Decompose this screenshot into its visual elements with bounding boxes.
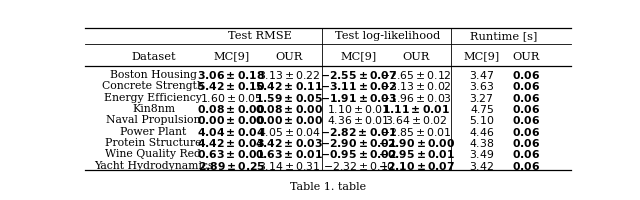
Text: Wine Quality Red: Wine Quality Red xyxy=(106,149,202,158)
Text: $\mathbf{-2.10 \pm 0.07}$: $\mathbf{-2.10 \pm 0.07}$ xyxy=(378,159,455,171)
Text: $\mathbf{3.06 \pm 0.18}$: $\mathbf{3.06 \pm 0.18}$ xyxy=(197,69,266,81)
Text: MC[9]: MC[9] xyxy=(340,51,377,61)
Text: $3.27$: $3.27$ xyxy=(469,91,494,103)
Text: Protein Structure: Protein Structure xyxy=(105,137,202,147)
Text: $4.36 \pm 0.01$: $4.36 \pm 0.01$ xyxy=(328,114,390,126)
Text: Power Plant: Power Plant xyxy=(120,126,186,136)
Text: $\mathbf{-2.55 \pm 0.07}$: $\mathbf{-2.55 \pm 0.07}$ xyxy=(320,69,397,81)
Text: $\mathbf{-0.95 \pm 0.01}$: $\mathbf{-0.95 \pm 0.01}$ xyxy=(378,148,455,159)
Text: $3.63$: $3.63$ xyxy=(469,80,495,92)
Text: Table 1. table: Table 1. table xyxy=(290,181,366,191)
Text: OUR: OUR xyxy=(276,51,303,61)
Text: $3.13 \pm 0.22$: $3.13 \pm 0.22$ xyxy=(259,69,321,81)
Text: Test log-likelihood: Test log-likelihood xyxy=(335,31,440,41)
Text: Yacht Hydrodynamics: Yacht Hydrodynamics xyxy=(93,160,213,170)
Text: $4.46$: $4.46$ xyxy=(469,125,495,137)
Text: $\mathbf{0.06}$: $\mathbf{0.06}$ xyxy=(512,148,541,159)
Text: $\mathbf{0.00 \pm 0.00}$: $\mathbf{0.00 \pm 0.00}$ xyxy=(255,114,324,126)
Text: $4.38$: $4.38$ xyxy=(469,136,495,148)
Text: $\mathbf{-2.90 \pm 0.01}$: $\mathbf{-2.90 \pm 0.01}$ xyxy=(320,136,397,148)
Text: $-3.13 \pm 0.02$: $-3.13 \pm 0.02$ xyxy=(380,80,452,92)
Text: $\mathbf{4.42 \pm 0.03}$: $\mathbf{4.42 \pm 0.03}$ xyxy=(197,136,266,148)
Text: $\mathbf{4.42 \pm 0.03}$: $\mathbf{4.42 \pm 0.03}$ xyxy=(255,136,323,148)
Text: $3.42$: $3.42$ xyxy=(469,159,494,171)
Text: $\mathbf{-1.91 \pm 0.03}$: $\mathbf{-1.91 \pm 0.03}$ xyxy=(320,91,397,103)
Text: Runtime [s]: Runtime [s] xyxy=(470,31,538,41)
Text: $-2.65 \pm 0.12$: $-2.65 \pm 0.12$ xyxy=(380,69,452,81)
Text: Test RMSE: Test RMSE xyxy=(228,31,292,41)
Text: Concrete Strength: Concrete Strength xyxy=(102,81,204,91)
Text: $1.10 \pm 0.01$: $1.10 \pm 0.01$ xyxy=(328,103,390,115)
Text: $-1.96 \pm 0.03$: $-1.96 \pm 0.03$ xyxy=(380,91,452,103)
Text: $\mathbf{0.06}$: $\mathbf{0.06}$ xyxy=(512,69,541,81)
Text: $\mathbf{4.04 \pm 0.04}$: $\mathbf{4.04 \pm 0.04}$ xyxy=(197,125,266,137)
Text: $\mathbf{0.06}$: $\mathbf{0.06}$ xyxy=(512,114,541,126)
Text: $\mathbf{0.63 \pm 0.01}$: $\mathbf{0.63 \pm 0.01}$ xyxy=(197,148,266,159)
Text: Dataset: Dataset xyxy=(131,51,176,61)
Text: $\mathbf{1.11 \pm 0.01}$: $\mathbf{1.11 \pm 0.01}$ xyxy=(382,103,451,115)
Text: $\mathbf{1.59 \pm 0.05}$: $\mathbf{1.59 \pm 0.05}$ xyxy=(255,91,323,103)
Text: Boston Housing: Boston Housing xyxy=(110,70,197,80)
Text: $\mathbf{5.42 \pm 0.10}$: $\mathbf{5.42 \pm 0.10}$ xyxy=(197,80,266,92)
Text: $\mathbf{0.08 \pm 0.00}$: $\mathbf{0.08 \pm 0.00}$ xyxy=(197,103,266,115)
Text: $\mathbf{0.06}$: $\mathbf{0.06}$ xyxy=(512,125,541,137)
Text: $3.14 \pm 0.31$: $3.14 \pm 0.31$ xyxy=(258,159,321,171)
Text: $\mathbf{0.06}$: $\mathbf{0.06}$ xyxy=(512,159,541,171)
Text: $\mathbf{5.42 \pm 0.11}$: $\mathbf{5.42 \pm 0.11}$ xyxy=(255,80,323,92)
Text: $4.05 \pm 0.04$: $4.05 \pm 0.04$ xyxy=(258,125,321,137)
Text: $\mathbf{-2.82 \pm 0.01}$: $\mathbf{-2.82 \pm 0.01}$ xyxy=(320,125,397,137)
Text: $\mathbf{0.06}$: $\mathbf{0.06}$ xyxy=(512,103,541,115)
Text: Kin8nm: Kin8nm xyxy=(132,104,175,114)
Text: MC[9]: MC[9] xyxy=(213,51,250,61)
Text: $\mathbf{0.06}$: $\mathbf{0.06}$ xyxy=(512,136,541,148)
Text: $\mathbf{2.89 \pm 0.25}$: $\mathbf{2.89 \pm 0.25}$ xyxy=(198,159,265,171)
Text: $3.47$: $3.47$ xyxy=(469,69,495,81)
Text: $\mathbf{0.06}$: $\mathbf{0.06}$ xyxy=(512,80,541,92)
Text: $\mathbf{0.00 \pm 0.00}$: $\mathbf{0.00 \pm 0.00}$ xyxy=(197,114,266,126)
Text: MC[9]: MC[9] xyxy=(463,51,500,61)
Text: $-2.85 \pm 0.01$: $-2.85 \pm 0.01$ xyxy=(380,125,452,137)
Text: $3.49$: $3.49$ xyxy=(469,148,495,159)
Text: $\mathbf{0.63 \pm 0.01}$: $\mathbf{0.63 \pm 0.01}$ xyxy=(255,148,323,159)
Text: $4.75$: $4.75$ xyxy=(470,103,494,115)
Text: $5.10$: $5.10$ xyxy=(469,114,495,126)
Text: $\mathbf{-0.95 \pm 0.02}$: $\mathbf{-0.95 \pm 0.02}$ xyxy=(320,148,397,159)
Text: OUR: OUR xyxy=(403,51,430,61)
Text: OUR: OUR xyxy=(513,51,540,61)
Text: $\mathbf{0.08 \pm 0.00}$: $\mathbf{0.08 \pm 0.00}$ xyxy=(255,103,324,115)
Text: Naval Propulsion: Naval Propulsion xyxy=(106,115,201,125)
Text: $\mathbf{0.06}$: $\mathbf{0.06}$ xyxy=(512,91,541,103)
Text: $\mathbf{-3.11 \pm 0.02}$: $\mathbf{-3.11 \pm 0.02}$ xyxy=(320,80,397,92)
Text: $3.64 \pm 0.02$: $3.64 \pm 0.02$ xyxy=(385,114,447,126)
Text: $\mathbf{-2.90 \pm 0.00}$: $\mathbf{-2.90 \pm 0.00}$ xyxy=(378,136,455,148)
Text: $-2.32 \pm 0.10$: $-2.32 \pm 0.10$ xyxy=(323,159,395,171)
Text: Energy Efficiency: Energy Efficiency xyxy=(104,92,202,102)
Text: $1.60 \pm 0.05$: $1.60 \pm 0.05$ xyxy=(200,91,262,103)
